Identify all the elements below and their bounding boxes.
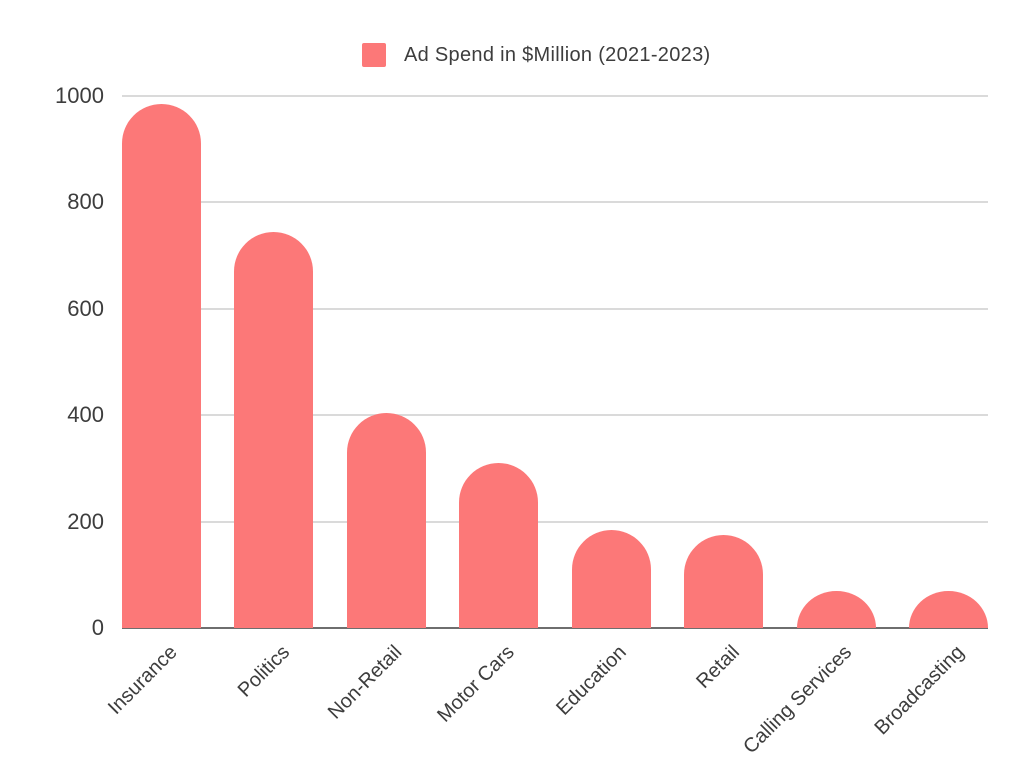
legend-label: Ad Spend in $Million (2021-2023) [404, 43, 711, 66]
y-tick-label: 1000 [55, 83, 104, 108]
x-category-label: Calling Services [738, 641, 856, 759]
x-category-label: Non-Retail [323, 641, 407, 724]
x-category-label: Motor Cars [433, 641, 519, 727]
x-category-label: Retail [691, 641, 744, 693]
bar-politics[interactable] [234, 231, 314, 628]
y-tick-label: 800 [67, 189, 104, 215]
bar-motor-cars[interactable] [459, 463, 539, 628]
y-tick-label: 400 [67, 402, 104, 428]
gridline [122, 95, 988, 97]
y-tick-label: 200 [67, 508, 104, 534]
x-category-label: Insurance [103, 641, 182, 719]
bar-insurance[interactable] [122, 103, 201, 628]
bar-calling-services[interactable] [796, 590, 876, 628]
bar-education[interactable] [571, 529, 651, 628]
legend-swatch [362, 43, 386, 67]
bar-broadcasting[interactable] [909, 590, 988, 628]
gridline [122, 414, 988, 417]
x-axis-line [122, 627, 988, 629]
gridline [122, 307, 988, 310]
y-tick-label: 600 [67, 295, 104, 321]
gridline [122, 520, 988, 523]
y-tick-label: 0 [91, 615, 104, 640]
x-category-label: Education [552, 641, 631, 720]
bar-retail[interactable] [684, 534, 764, 628]
legend: Ad Spend in $Million (2021-2023) [362, 43, 710, 67]
x-category-label: Broadcasting [870, 641, 969, 740]
bar-non-retail[interactable] [346, 412, 426, 628]
gridline [122, 201, 988, 204]
x-category-label: Politics [233, 641, 294, 702]
